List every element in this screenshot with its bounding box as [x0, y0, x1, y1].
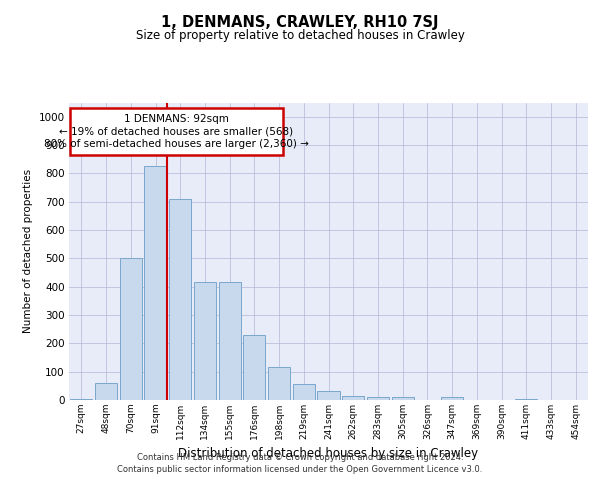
- Text: ← 19% of detached houses are smaller (568): ← 19% of detached houses are smaller (56…: [59, 126, 293, 136]
- Bar: [441, 397, 463, 400]
- Bar: [145, 166, 167, 400]
- Bar: [218, 282, 241, 400]
- Bar: [392, 397, 414, 400]
- Text: 80% of semi-detached houses are larger (2,360) →: 80% of semi-detached houses are larger (…: [44, 138, 309, 148]
- Bar: [119, 258, 142, 400]
- Bar: [169, 199, 191, 400]
- Bar: [367, 396, 389, 400]
- Bar: [194, 282, 216, 400]
- Text: Contains HM Land Registry data © Crown copyright and database right 2024.: Contains HM Land Registry data © Crown c…: [137, 453, 463, 462]
- Bar: [268, 366, 290, 400]
- Bar: [70, 108, 283, 155]
- Text: Contains public sector information licensed under the Open Government Licence v3: Contains public sector information licen…: [118, 466, 482, 474]
- Bar: [243, 335, 265, 400]
- Bar: [70, 398, 92, 400]
- Bar: [95, 383, 117, 400]
- Text: 1, DENMANS, CRAWLEY, RH10 7SJ: 1, DENMANS, CRAWLEY, RH10 7SJ: [161, 15, 439, 30]
- Bar: [293, 384, 315, 400]
- Bar: [342, 396, 364, 400]
- Bar: [317, 391, 340, 400]
- Text: 1 DENMANS: 92sqm: 1 DENMANS: 92sqm: [124, 114, 229, 124]
- Bar: [515, 398, 538, 400]
- Text: Size of property relative to detached houses in Crawley: Size of property relative to detached ho…: [136, 28, 464, 42]
- Y-axis label: Number of detached properties: Number of detached properties: [23, 169, 33, 334]
- X-axis label: Distribution of detached houses by size in Crawley: Distribution of detached houses by size …: [178, 448, 479, 460]
